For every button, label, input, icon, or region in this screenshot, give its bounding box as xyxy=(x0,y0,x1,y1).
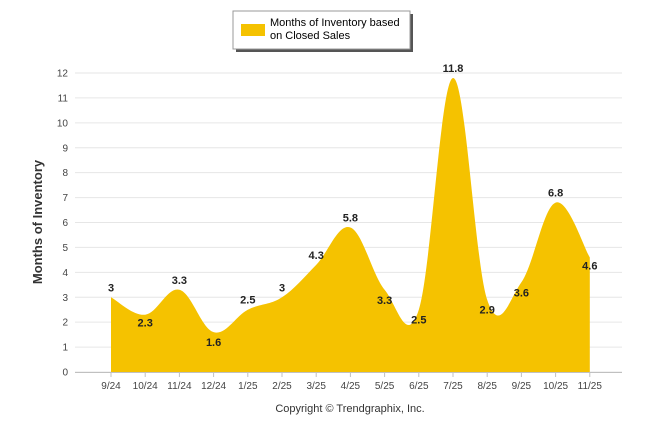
y-tick-label: 0 xyxy=(62,368,68,379)
x-tick-label: 11/24 xyxy=(167,381,192,392)
x-tick-label: 10/25 xyxy=(543,381,568,392)
data-label: 2.5 xyxy=(411,315,426,327)
x-tick-label: 6/25 xyxy=(409,381,429,392)
x-tick-label: 5/25 xyxy=(375,381,395,392)
x-tick-label: 1/25 xyxy=(238,381,258,392)
y-tick-label: 9 xyxy=(62,143,68,154)
y-tick-label: 7 xyxy=(62,193,68,204)
y-tick-label: 8 xyxy=(62,168,68,179)
area-series-inventory xyxy=(111,77,590,372)
data-label: 3.3 xyxy=(172,275,187,287)
data-label: 3 xyxy=(279,282,285,294)
x-tick-label: 4/25 xyxy=(341,381,361,392)
data-label: 6.8 xyxy=(548,188,563,200)
data-label: 3 xyxy=(108,282,114,294)
data-label: 2.3 xyxy=(138,318,153,330)
y-tick-label: 11 xyxy=(58,93,69,104)
copyright: Copyright © Trendgraphix, Inc. xyxy=(275,403,424,415)
x-axis xyxy=(75,372,622,377)
y-tick-label: 2 xyxy=(62,318,68,329)
data-label: 4.3 xyxy=(309,250,324,262)
data-label: 5.8 xyxy=(343,212,358,224)
legend[interactable]: Months of Inventory based on Closed Sale… xyxy=(232,10,413,52)
data-label: 3.3 xyxy=(377,295,392,307)
x-tick-label: 12/24 xyxy=(201,381,226,392)
y-tick-label: 10 xyxy=(57,118,69,129)
data-label: 4.6 xyxy=(582,260,597,272)
x-tick-label: 10/24 xyxy=(133,381,158,392)
legend-label-line2: on Closed Sales xyxy=(270,30,351,42)
legend-label-line1: Months of Inventory based xyxy=(270,17,400,29)
y-tick-label: 1 xyxy=(62,343,68,354)
y-tick-label: 12 xyxy=(57,69,69,80)
data-label: 11.8 xyxy=(443,63,464,75)
y-tick-label: 5 xyxy=(62,243,68,254)
data-label: 2.5 xyxy=(240,295,255,307)
x-tick-label: 9/24 xyxy=(101,381,121,392)
series-area xyxy=(111,77,590,372)
y-axis-label: Months of Inventory xyxy=(30,159,45,284)
legend-swatch xyxy=(241,24,265,36)
x-tick-label: 8/25 xyxy=(477,381,497,392)
y-tick-label: 3 xyxy=(62,293,68,304)
data-label: 2.9 xyxy=(480,305,495,317)
x-tick-label: 3/25 xyxy=(306,381,326,392)
x-tick-label: 11/25 xyxy=(578,381,603,392)
x-tick-label: 2/25 xyxy=(272,381,292,392)
y-tick-label: 4 xyxy=(62,268,68,279)
data-label: 3.6 xyxy=(514,287,529,299)
data-labels: 3 2.3 3.3 1.6 2.5 3 4.3 5.8 3.3 2.5 11.8 2.9 3.6 6.8 4… xyxy=(108,63,598,349)
x-tick-label: 7/25 xyxy=(443,381,463,392)
x-tick-label: 9/25 xyxy=(512,381,532,392)
y-tick-label: 6 xyxy=(62,218,68,229)
x-axis-ticks: 9/24 10/24 11/24 12/24 1/25 2/25 3/25 4/25 5/25 6… xyxy=(101,381,602,392)
data-label: 1.6 xyxy=(206,337,221,349)
